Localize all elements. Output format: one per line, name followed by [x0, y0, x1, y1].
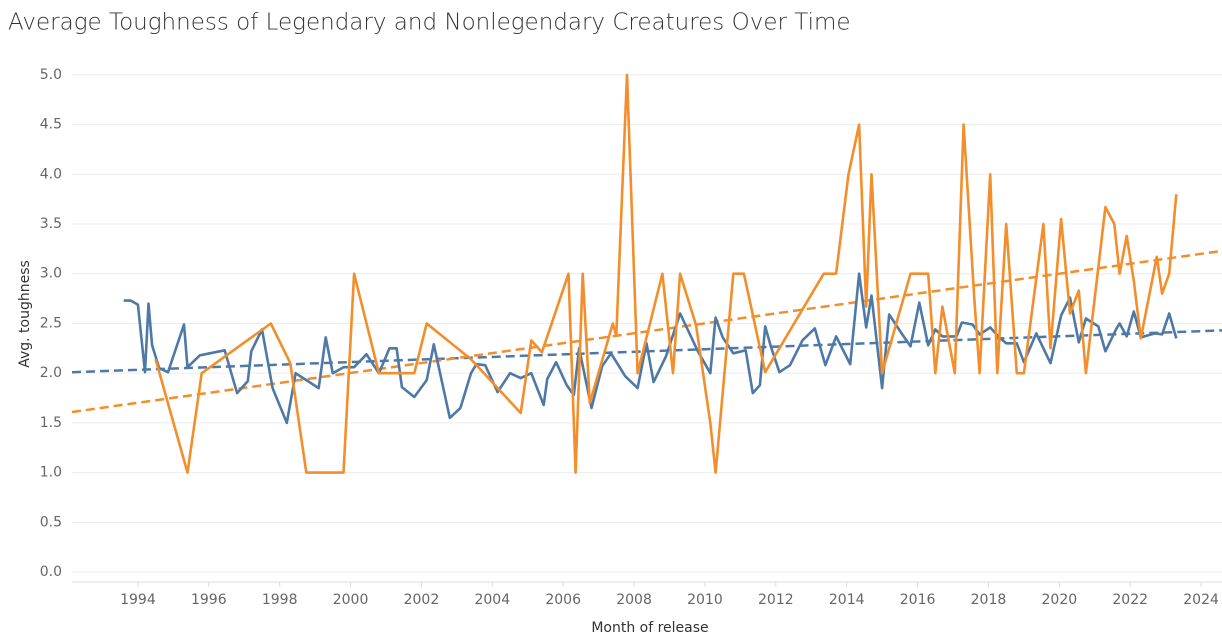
x-tick-label: 1994: [120, 592, 156, 608]
x-tick-label: 1996: [191, 592, 227, 608]
x-tick-label: 2000: [333, 592, 369, 608]
y-tick-label: 0.5: [40, 514, 62, 530]
x-tick-label: 2002: [404, 592, 440, 608]
x-tick-label: 2014: [829, 592, 865, 608]
x-tick-label: 2020: [1042, 592, 1078, 608]
x-tick-label: 2010: [687, 592, 723, 608]
y-tick-label: 3.5: [40, 216, 62, 232]
y-tick-label: 4.5: [40, 117, 62, 133]
x-tick-label: 2006: [545, 592, 581, 608]
y-tick-label: 2.0: [40, 365, 62, 381]
y-tick-label: 3.0: [40, 266, 62, 282]
y-axis-title: Avg. toughness: [17, 260, 33, 368]
x-tick-label: 2008: [616, 592, 652, 608]
y-tick-label: 5.0: [40, 67, 62, 83]
x-tick-label: 2012: [758, 592, 794, 608]
x-axis-title: Month of release: [591, 620, 708, 636]
chart-title: Average Toughness of Legendary and Nonle…: [8, 10, 851, 36]
series-line: [154, 73, 1178, 474]
y-tick-label: 0.0: [40, 564, 62, 580]
y-tick-label: 2.5: [40, 315, 62, 331]
y-tick-label: 1.5: [40, 415, 62, 431]
y-tick-label: 4.0: [40, 166, 62, 182]
x-tick-label: 2018: [971, 592, 1007, 608]
y-tick-label: 1.0: [40, 465, 62, 481]
x-tick-label: 2024: [1183, 592, 1219, 608]
x-tick-label: 1998: [262, 592, 298, 608]
x-tick-label: 2022: [1112, 592, 1148, 608]
x-tick-label: 2004: [474, 592, 510, 608]
x-tick-label: 2016: [900, 592, 936, 608]
